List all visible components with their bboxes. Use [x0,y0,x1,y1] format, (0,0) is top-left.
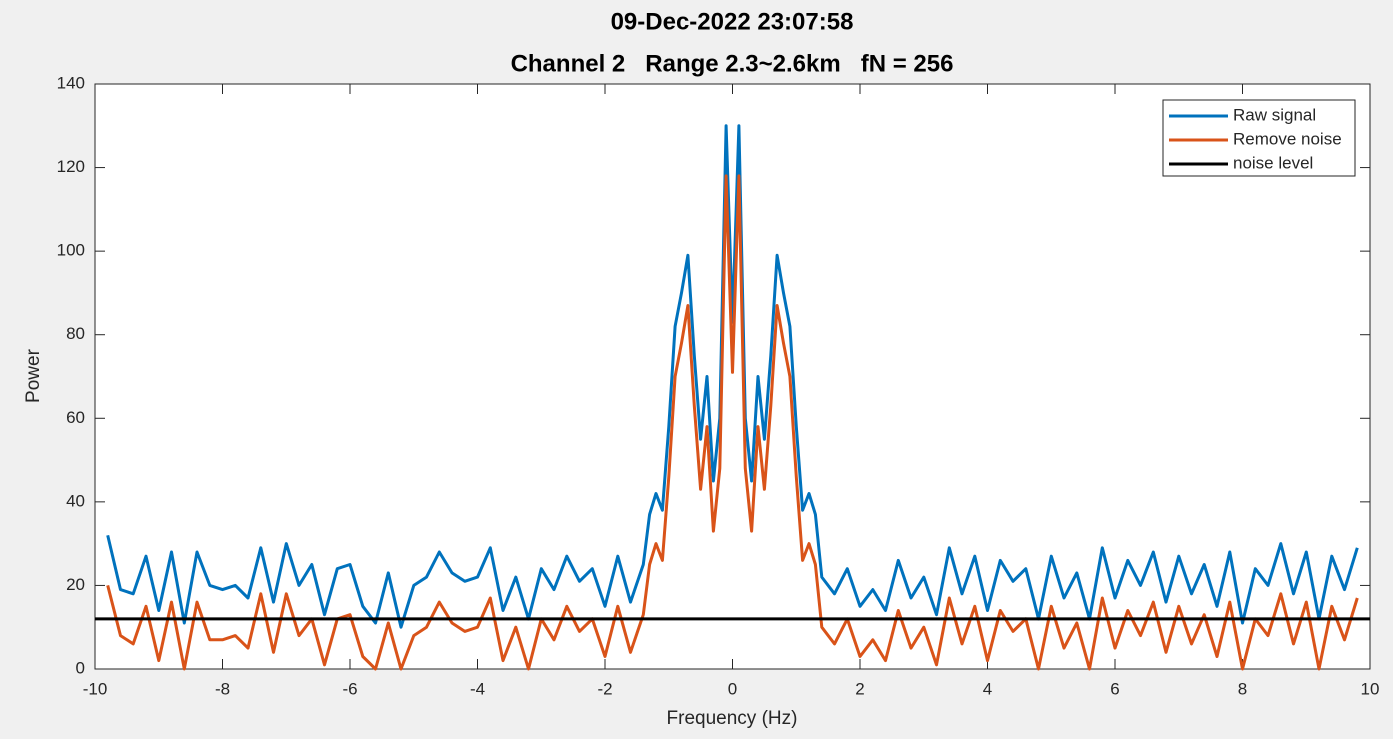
y-tick-label: 140 [57,73,85,92]
x-tick-label: 0 [728,679,737,698]
legend-label: Remove noise [1233,129,1342,148]
x-tick-label: -2 [597,679,612,698]
x-tick-label: 6 [1110,679,1119,698]
x-axis-label: Frequency (Hz) [667,708,798,729]
x-tick-label: 10 [1361,679,1380,698]
x-tick-label: 2 [855,679,864,698]
y-tick-label: 0 [76,658,85,677]
line-series [106,124,1359,629]
chart-title: 09-Dec-2022 23:07:58 [611,8,854,35]
y-tick-label: 20 [66,575,85,594]
y-tick-label: 100 [57,241,85,260]
x-tick-label: -8 [215,679,230,698]
line-series [106,174,1359,671]
x-tick-label: -10 [83,679,108,698]
chart-subtitle: Channel 2 Range 2.3~2.6km fN = 256 [511,50,954,77]
x-tick-label: 4 [983,679,992,698]
x-tick-label: 8 [1238,679,1247,698]
legend-label: noise level [1233,153,1313,172]
x-tick-label: -6 [342,679,357,698]
y-tick-label: 60 [66,408,85,427]
y-tick-label: 80 [66,324,85,343]
y-axis-label: Power [23,348,44,403]
y-tick-label: 40 [66,491,85,510]
y-tick-label: 120 [57,157,85,176]
legend-label: Raw signal [1233,105,1316,124]
x-tick-label: -4 [470,679,485,698]
